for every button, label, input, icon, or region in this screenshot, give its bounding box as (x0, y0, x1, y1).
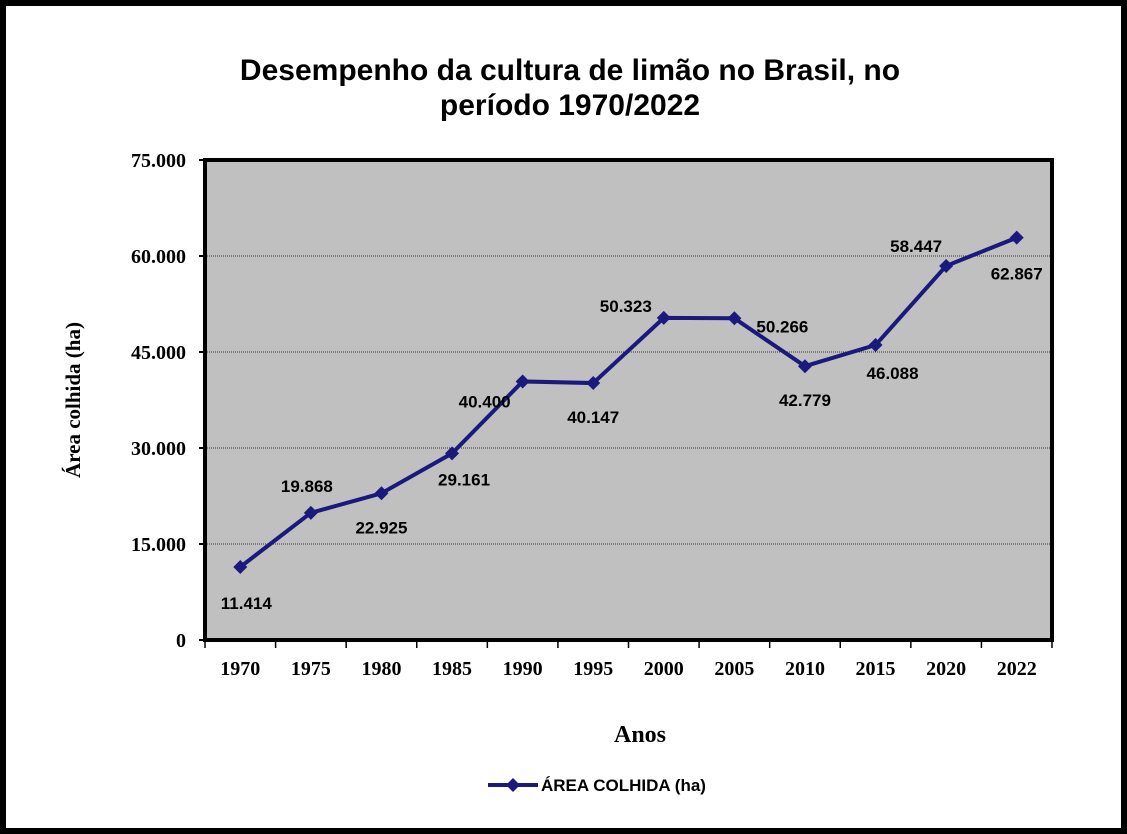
x-tick-label: 2015 (856, 658, 896, 680)
data-label: 50.323 (600, 297, 652, 316)
data-label: 62.867 (991, 265, 1043, 284)
series-line (239, 235, 1018, 569)
data-label: 22.925 (355, 518, 407, 537)
x-axis-title: Anos (614, 722, 666, 748)
y-tick-label: 30.000 (131, 438, 186, 460)
data-point (727, 311, 742, 326)
data-label: 40.147 (567, 408, 619, 427)
x-tick-label: 2000 (644, 658, 684, 680)
y-tick-label: 15.000 (131, 534, 186, 556)
data-point (868, 338, 883, 353)
chart-title: Desempenho da cultura de limão no Brasil… (240, 54, 900, 87)
chart-subtitle: período 1970/2022 (440, 89, 700, 122)
y-axis-title: Área colhida (ha) (61, 322, 85, 478)
x-tick-label: 1980 (361, 658, 401, 680)
x-tick-label: 2020 (926, 658, 966, 680)
data-point (515, 374, 530, 389)
data-point (233, 559, 248, 574)
plot-area (205, 160, 1052, 640)
x-tick-label: 2022 (997, 658, 1037, 680)
x-tick-label: 2005 (714, 658, 754, 680)
data-label: 58.447 (890, 237, 942, 256)
x-tick-label: 1985 (432, 658, 472, 680)
data-point (1009, 230, 1024, 245)
data-label: 40.400 (459, 392, 511, 411)
data-label: 29.161 (438, 470, 490, 489)
x-tick-label: 1995 (573, 658, 613, 680)
data-point (445, 446, 460, 461)
data-point (797, 359, 812, 374)
data-label: 11.414 (221, 594, 273, 613)
y-tick-label: 75.000 (131, 150, 186, 172)
legend-marker (506, 778, 520, 792)
data-point (374, 486, 389, 501)
data-label: 42.779 (779, 391, 831, 410)
data-label: 46.088 (867, 364, 919, 383)
x-tick-label: 1990 (503, 658, 543, 680)
y-tick-label: 0 (176, 630, 186, 652)
data-point (939, 258, 954, 273)
y-tick-label: 45.000 (131, 342, 186, 364)
y-tick-label: 60.000 (131, 246, 186, 268)
legend-label: ÁREA COLHIDA (ha) (541, 776, 706, 795)
x-tick-label: 1970 (220, 658, 260, 680)
data-label: 50.266 (756, 317, 808, 336)
x-tick-label: 2010 (785, 658, 825, 680)
data-label: 19.868 (281, 477, 333, 496)
data-point (303, 505, 318, 520)
x-tick-label: 1975 (291, 658, 331, 680)
data-point (586, 376, 601, 391)
data-point (656, 310, 671, 325)
